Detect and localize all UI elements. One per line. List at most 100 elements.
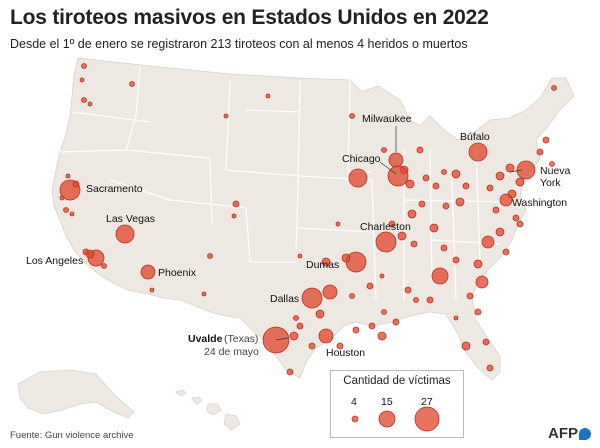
label-bufalo: Búfalo: [460, 131, 490, 143]
event-dot-nueva-york: [516, 160, 536, 180]
label-nueva-york-1: Nueva: [540, 165, 571, 177]
event-dot: [495, 227, 505, 237]
event-dot: [404, 286, 412, 294]
event-dot-las-vegas: [115, 224, 135, 244]
legend: Cantidad de víctimas 4 15 27: [330, 370, 464, 438]
event-dot: [515, 177, 525, 187]
event-dot: [87, 101, 93, 107]
label-uvalde: Uvalde: [188, 333, 223, 345]
event-dot: [416, 146, 424, 154]
event-dot: [549, 161, 555, 167]
event-dot: [265, 93, 271, 99]
event-dot: [69, 211, 75, 217]
event-dot-charleston: [375, 231, 397, 253]
event-dot: [440, 244, 448, 252]
afp-logo: AFP: [548, 425, 591, 442]
event-dot: [321, 257, 331, 267]
legend-label-medium: 15: [381, 396, 393, 408]
event-dot: [286, 368, 294, 376]
event-dot: [410, 240, 418, 248]
event-dot: [542, 136, 550, 144]
event-dot: [422, 174, 430, 182]
event-dot: [232, 200, 240, 208]
event-dot: [149, 287, 155, 293]
event-dot: [418, 200, 426, 208]
event-dot: [231, 213, 237, 219]
event-dot: [455, 197, 465, 207]
event-dot: [348, 168, 368, 188]
event-dot: [462, 182, 470, 190]
event-dot-bufalo: [468, 142, 488, 162]
event-dot: [81, 97, 87, 103]
event-dot: [407, 209, 417, 219]
event-dot: [63, 207, 69, 213]
event-dot: [429, 223, 439, 233]
event-dot: [349, 113, 355, 119]
label-milwaukee: Milwaukee: [362, 113, 412, 125]
event-dot: [129, 81, 135, 87]
event-dot: [289, 331, 299, 341]
event-dot: [482, 338, 490, 346]
event-dot: [352, 326, 360, 334]
event-dot: [492, 206, 500, 214]
event-dot: [512, 214, 520, 222]
event-dot: [426, 296, 434, 304]
event-dot-phoenix: [140, 264, 156, 280]
event-dot: [516, 220, 524, 228]
afp-logo-text: AFP: [548, 425, 578, 442]
label-leaders: [275, 126, 523, 341]
event-dot: [377, 331, 387, 341]
event-dot: [349, 293, 355, 299]
event-dot: [336, 342, 344, 350]
event-dot: [341, 253, 351, 263]
event-dot: [79, 77, 85, 83]
event-dot: [201, 291, 207, 297]
legend-circle-small: [351, 415, 359, 423]
label-washington: Washington: [512, 197, 567, 209]
event-dot: [59, 195, 65, 201]
event-dot: [297, 253, 303, 259]
label-sacramento: Sacramento: [86, 183, 143, 195]
event-dot: [453, 315, 459, 321]
event-dot: [495, 171, 505, 181]
event-dot: [473, 259, 483, 269]
alaska-landmass: [17, 369, 135, 419]
label-houston: Houston: [326, 347, 365, 359]
label-las-vegas: Las Vegas: [106, 213, 155, 225]
us-contiguous-landmass: [51, 57, 575, 381]
event-dot: [322, 284, 338, 300]
event-dot-milwaukee: [388, 152, 404, 168]
event-dot: [315, 309, 325, 319]
event-dot: [461, 341, 471, 351]
event-dot-chicago: [387, 165, 409, 187]
event-dot: [366, 282, 374, 290]
event-dot: [486, 184, 494, 192]
label-uvalde-date: 24 de mayo: [204, 346, 259, 358]
legend-label-large: 27: [421, 396, 433, 408]
event-dot-washington: [499, 193, 513, 207]
event-dot: [466, 292, 474, 300]
event-dot: [388, 220, 396, 228]
label-nueva-york-2: York: [540, 177, 561, 189]
event-dot: [505, 163, 515, 173]
event-dot: [72, 180, 80, 188]
shooting-events: [59, 63, 557, 376]
event-dot: [475, 275, 489, 289]
label-dumas: Dumas: [306, 259, 339, 271]
event-dot: [502, 248, 510, 256]
label-chicago: Chicago: [342, 153, 381, 165]
event-dot: [474, 308, 482, 316]
event-dot: [296, 322, 304, 330]
event-dot: [413, 297, 419, 303]
source-note: Fuente: Gun violence archive: [10, 430, 134, 441]
event-dot: [397, 231, 407, 241]
event-dot: [381, 309, 387, 315]
event-dot: [432, 182, 440, 190]
legend-title: Cantidad de víctimas: [343, 375, 451, 387]
label-uvalde-state: (Texas): [224, 333, 258, 345]
label-los-angeles: Los Angeles: [26, 255, 83, 267]
event-dot: [451, 169, 461, 179]
page-subtitle: Desde el 1º de enero se registraron 213 …: [10, 37, 468, 51]
event-dot: [381, 147, 387, 153]
